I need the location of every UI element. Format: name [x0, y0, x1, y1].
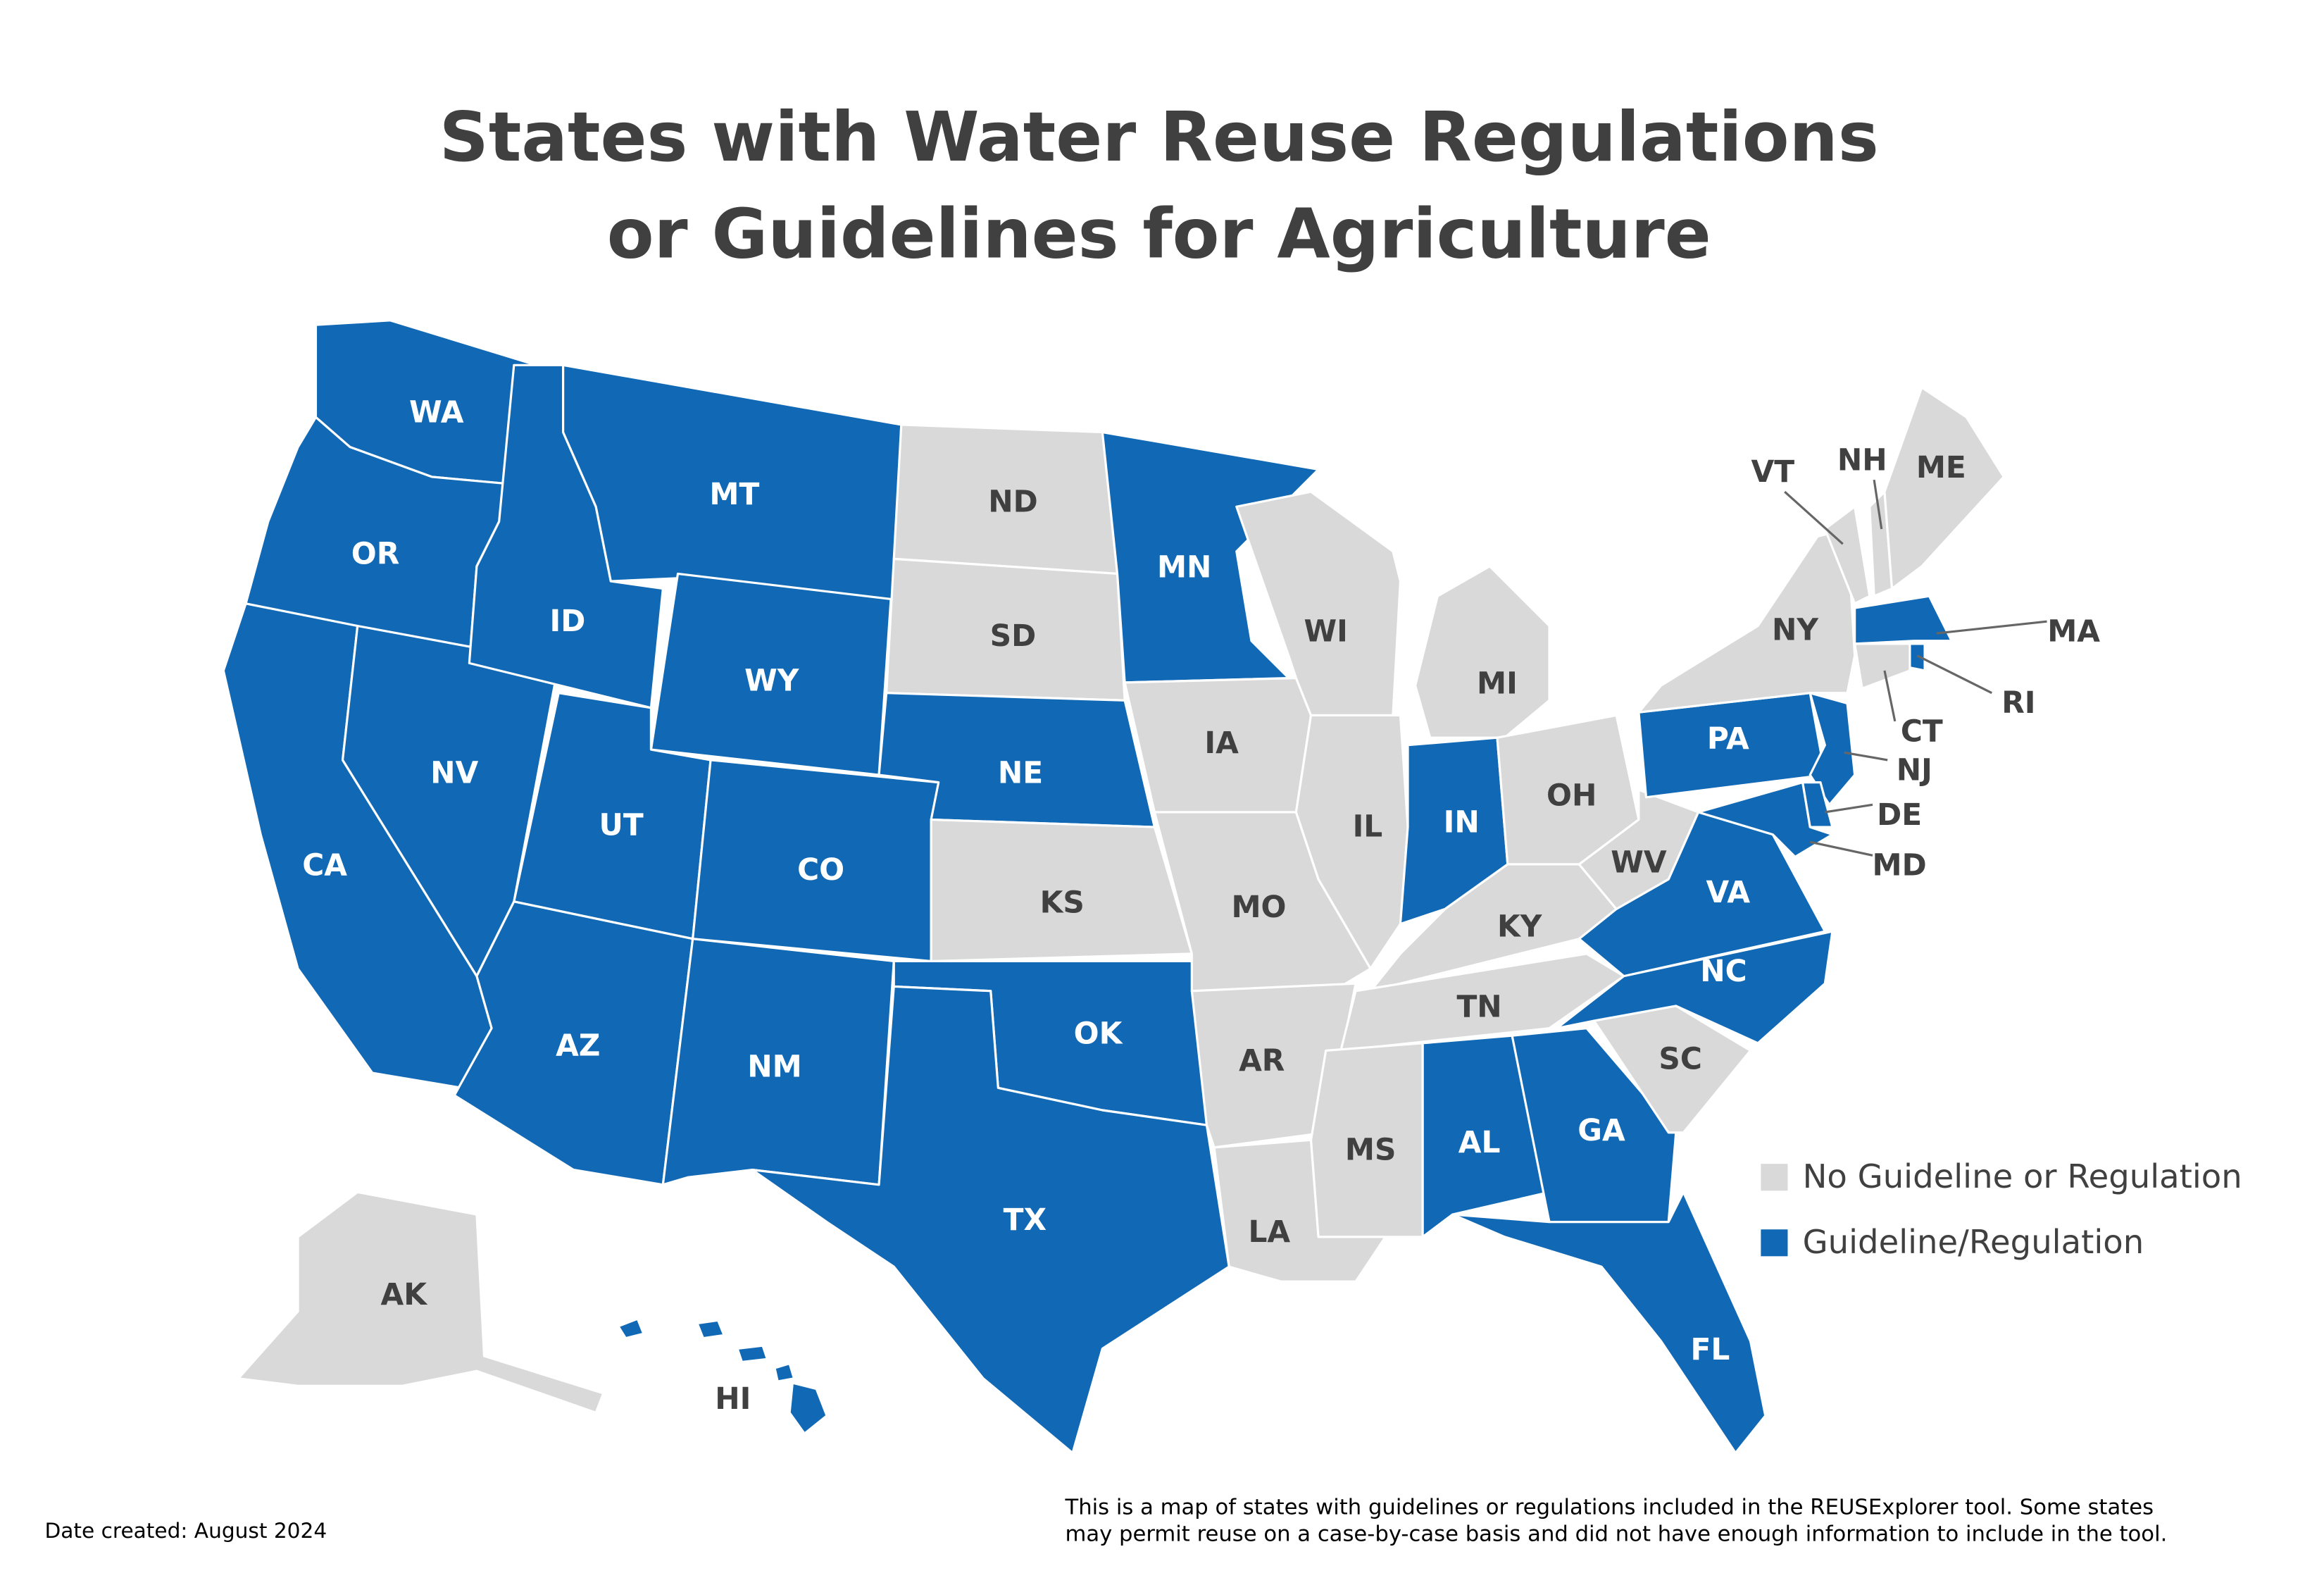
state-label: WV	[1611, 845, 1667, 879]
state-label: MT	[709, 477, 759, 511]
state-shape	[237, 1191, 605, 1415]
leader-line	[1916, 654, 1992, 695]
state-label: SC	[1658, 1042, 1702, 1076]
state-shape	[1637, 528, 1856, 714]
leader-line	[1873, 479, 1883, 530]
states	[222, 319, 2005, 1455]
state-label: MD	[1873, 848, 1927, 883]
leader-line	[1936, 620, 2047, 635]
leader-line	[1883, 670, 1897, 722]
state-shape	[1190, 982, 1357, 1149]
leader-line	[1809, 840, 1873, 857]
state-label: IL	[1353, 809, 1383, 844]
state-label: NE	[998, 756, 1043, 790]
state-shape	[696, 1319, 725, 1340]
state-label: CA	[302, 848, 347, 883]
state-label: AK	[381, 1277, 429, 1312]
state-shape	[1294, 714, 1409, 970]
state-label: AR	[1239, 1043, 1285, 1078]
state-label: VT	[1751, 454, 1795, 489]
state-label: TN	[1456, 990, 1501, 1024]
state-label: CT	[1901, 714, 1943, 748]
legend-label: No Guideline or Regulation	[1803, 1157, 2242, 1195]
state-label: AZ	[556, 1028, 600, 1063]
state-label: MN	[1157, 550, 1211, 585]
state-shape	[1854, 642, 1911, 690]
state-shape	[1808, 692, 1856, 806]
state-shape	[1823, 505, 1871, 605]
state-label: MO	[1231, 890, 1286, 924]
state-label: FL	[1691, 1332, 1730, 1367]
state-label: ME	[1916, 450, 1966, 485]
state-label: KY	[1497, 909, 1543, 943]
legend-swatch	[1761, 1229, 1788, 1257]
state-label: MS	[1345, 1133, 1397, 1167]
state-shape	[1339, 952, 1625, 1052]
state-shape	[751, 985, 1230, 1455]
state-label: WY	[744, 663, 800, 697]
state-label: AL	[1458, 1125, 1501, 1160]
state-label: MI	[1477, 666, 1518, 701]
state-label: NJ	[1897, 752, 1932, 787]
date-created: Date created: August 2024	[44, 1519, 327, 1543]
state-label: NC	[1700, 954, 1747, 988]
state-label: MA	[2047, 614, 2100, 649]
state-label: NY	[1772, 612, 1819, 647]
state-label: DE	[1877, 797, 1922, 832]
state-shape	[1414, 565, 1551, 739]
title-line: States with Water Reuse Regulations	[439, 97, 1879, 177]
state-label: NH	[1837, 442, 1887, 477]
state-label: SD	[990, 619, 1037, 653]
state-label: ID	[550, 604, 586, 638]
state-label: IN	[1444, 804, 1480, 839]
state-shape	[1511, 1027, 1678, 1224]
state-shape	[1451, 1191, 1767, 1455]
state-shape	[736, 1344, 769, 1364]
state-label: LA	[1248, 1214, 1290, 1249]
state-shape	[1578, 788, 1700, 911]
state-label: UT	[599, 808, 644, 843]
legend-swatch	[1761, 1164, 1788, 1191]
footnote-line: may permit reuse on a case-by-case basis…	[1066, 1522, 2168, 1546]
state-shape	[1697, 781, 1834, 858]
state-shape	[773, 1362, 796, 1383]
state-shape	[1101, 430, 1320, 684]
state-label: OR	[351, 537, 400, 571]
state-shape	[1883, 386, 2005, 590]
state-label: HI	[715, 1381, 751, 1416]
state-label: CO	[797, 852, 844, 887]
state-label: GA	[1578, 1113, 1625, 1148]
state-labels: WA OR CA NV ID MT WY UT CO AZ NM ND SD NE KS OK TX MN IA MO…	[302, 395, 2100, 1416]
leader-line	[1784, 490, 1844, 545]
state-label: TX	[1004, 1202, 1047, 1237]
state-label: NV	[430, 756, 478, 790]
state-label: OH	[1547, 778, 1597, 812]
legend-label: Guideline/Regulation	[1803, 1223, 2144, 1261]
footnote-line: This is a map of states with guidelines …	[1065, 1495, 2154, 1519]
state-label: VA	[1706, 875, 1751, 909]
state-shape	[617, 1317, 645, 1340]
state-shape	[1421, 1034, 1551, 1238]
state-shape	[1854, 595, 1953, 645]
state-label: IA	[1204, 726, 1239, 760]
state-label: ND	[988, 485, 1038, 519]
state-label: WA	[409, 395, 464, 430]
leader-line	[1844, 751, 1888, 762]
state-shape	[788, 1381, 828, 1435]
state-label: RI	[2001, 685, 2035, 720]
title-line: or Guidelines for Agriculture	[607, 194, 1711, 273]
state-label: KS	[1040, 885, 1085, 920]
state-label: NM	[747, 1049, 802, 1083]
leader-line	[1825, 803, 1873, 814]
state-label: OK	[1074, 1017, 1124, 1051]
state-label: WI	[1304, 614, 1347, 649]
state-label: PA	[1707, 721, 1749, 756]
